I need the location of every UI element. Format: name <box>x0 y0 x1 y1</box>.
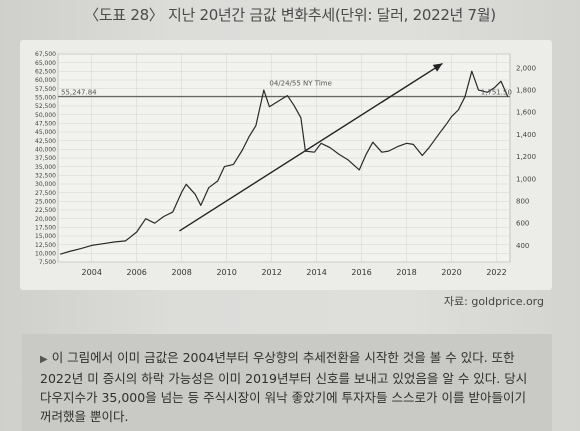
left-tick-label: 20,000 <box>35 216 56 223</box>
chart-title: 〈도표 28〉 지난 20년간 금값 변화추세(단위: 달러, 2022년 7월… <box>84 6 496 24</box>
right-tick-label: 2,000 <box>516 64 536 72</box>
x-tick-label: 2014 <box>306 268 326 277</box>
annotation-label: 1,751.50 <box>481 88 512 96</box>
x-tick-label: 2018 <box>396 268 416 277</box>
annotations: 04/24/55 NY Time 1,751.50 <box>269 80 512 97</box>
source-credit: 자료: goldprice.org <box>443 295 544 308</box>
left-tick-label: 55,000 <box>35 95 56 102</box>
gold-price-line <box>60 70 509 255</box>
x-tick-label: 2020 <box>441 268 461 277</box>
right-tick-label: 1,600 <box>516 109 536 117</box>
x-tick-label: 2016 <box>351 268 371 277</box>
left-tick-label: 52,500 <box>35 103 56 110</box>
x-tick-label: 2004 <box>82 268 102 277</box>
x-tick-label: 2010 <box>216 268 236 277</box>
right-axis: 2,000 1,800 1,600 1,400 1,200 1,000 800 600 400 <box>516 64 536 249</box>
left-tick-label: 30,000 <box>35 181 56 188</box>
left-tick-label: 62,500 <box>35 69 56 76</box>
left-tick-label: 50,000 <box>35 112 56 119</box>
left-tick-label: 47,500 <box>35 121 56 128</box>
right-tick-label: 600 <box>516 220 529 228</box>
x-tick-label: 2022 <box>486 268 506 277</box>
bullet-icon: ▶ <box>40 354 48 365</box>
left-tick-label: 45,000 <box>35 129 56 136</box>
x-tick-label: 2012 <box>261 268 281 277</box>
left-tick-label: 10,000 <box>35 251 56 258</box>
left-tick-label: 67,500 <box>35 51 56 58</box>
left-tick-label: 15,000 <box>35 233 56 240</box>
left-tick-label: 42,500 <box>35 138 56 145</box>
note-box: ▶ 이 그림에서 이미 금값은 2004년부터 우상향의 추세전환을 시작한 것을… <box>22 334 552 431</box>
x-axis: 2004 2006 2008 2010 2012 2014 2016 2018 2020 2022 <box>82 268 507 277</box>
right-tick-label: 800 <box>516 197 529 205</box>
note-text: 이 그림에서 이미 금값은 2004년부터 우상향의 추세전환을 시작한 것을 … <box>40 350 528 424</box>
left-tick-label: 65,000 <box>35 60 56 67</box>
left-tick-label: 40,000 <box>35 147 56 154</box>
chart-frame: 67,500 65,000 62,500 60,000 57,500 55,000 52,5… <box>20 40 552 290</box>
x-tick-label: 2006 <box>127 268 147 277</box>
right-tick-label: 400 <box>516 242 529 250</box>
left-tick-label: 12,500 <box>35 242 56 249</box>
right-tick-label: 1,400 <box>516 131 536 139</box>
left-tick-label: 22,500 <box>35 207 56 214</box>
annotation-label: 04/24/55 NY Time <box>269 80 332 88</box>
left-tick-label: 27,500 <box>35 190 56 197</box>
left-tick-label: 57,500 <box>35 86 56 93</box>
left-tick-label: 35,000 <box>35 164 56 171</box>
left-tick-label: 7,500 <box>39 259 56 266</box>
series-group <box>60 70 509 255</box>
x-tick-label: 2008 <box>172 268 192 277</box>
left-tick-label: 37,500 <box>35 155 56 162</box>
left-tick-label: 25,000 <box>35 199 56 206</box>
right-tick-label: 1,200 <box>516 153 536 161</box>
left-tick-label: 32,500 <box>35 173 56 180</box>
left-tick-label: 17,500 <box>35 225 56 232</box>
reference-line: 55,247.84 <box>58 88 510 98</box>
grid <box>57 53 511 263</box>
left-tick-label: 60,000 <box>35 77 56 84</box>
trend-arrow-shaft <box>179 62 443 232</box>
trend-arrow-group <box>179 62 443 232</box>
reference-line-label: 55,247.84 <box>61 88 97 96</box>
right-tick-label: 1,000 <box>516 175 536 183</box>
trend-arrow-head <box>432 63 443 72</box>
right-tick-label: 1,800 <box>516 87 536 95</box>
